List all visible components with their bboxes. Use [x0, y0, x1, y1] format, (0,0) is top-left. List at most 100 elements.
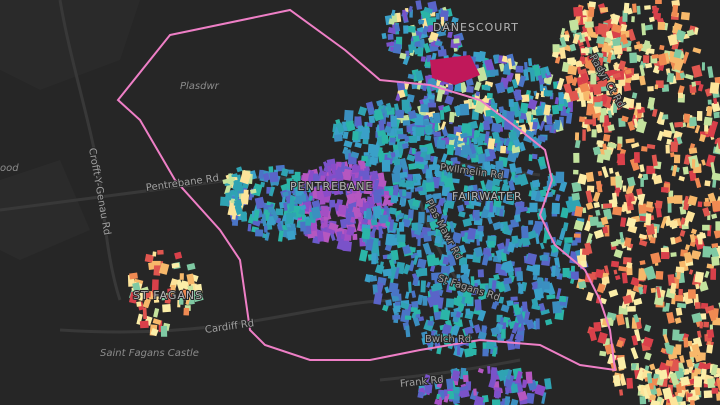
building [473, 138, 478, 145]
building [584, 119, 593, 125]
building [395, 214, 401, 222]
building [504, 375, 515, 389]
building [463, 347, 474, 358]
building [696, 232, 707, 240]
building [703, 321, 710, 328]
building [276, 223, 283, 232]
building [352, 131, 359, 141]
building [351, 174, 355, 185]
building [463, 232, 469, 243]
building [656, 286, 662, 299]
building [289, 195, 295, 207]
building [426, 281, 431, 288]
building [451, 370, 461, 382]
building [499, 208, 504, 217]
building [440, 16, 445, 27]
building [475, 91, 481, 97]
building [663, 333, 670, 345]
building [599, 350, 607, 357]
building [396, 130, 403, 135]
building [569, 43, 577, 52]
building [484, 148, 491, 158]
building [627, 305, 636, 312]
building [651, 154, 658, 167]
building [702, 224, 710, 231]
building [389, 219, 395, 231]
building [386, 207, 391, 217]
building [587, 6, 595, 18]
building [219, 196, 230, 207]
building [345, 120, 356, 132]
building [508, 131, 518, 141]
building [152, 260, 161, 266]
building [310, 206, 322, 220]
building [674, 317, 682, 324]
building [639, 215, 647, 222]
building [411, 148, 416, 155]
buildings [127, 0, 720, 405]
building [586, 185, 595, 193]
building [486, 92, 493, 99]
building [434, 332, 439, 344]
building [647, 96, 656, 110]
building [636, 102, 642, 110]
building [474, 209, 480, 221]
building [707, 192, 717, 204]
building [593, 229, 605, 239]
building [413, 309, 421, 315]
building [500, 145, 507, 154]
building [525, 319, 535, 330]
building [468, 120, 479, 130]
building [675, 29, 686, 42]
building [409, 135, 418, 143]
building [636, 112, 642, 119]
building [253, 209, 260, 222]
building [617, 356, 627, 370]
building [520, 236, 531, 247]
building [397, 81, 406, 91]
building [492, 221, 502, 231]
building [582, 207, 587, 214]
building [596, 70, 602, 77]
building [474, 246, 484, 258]
building [447, 28, 454, 39]
building [659, 289, 666, 298]
building [433, 192, 442, 200]
building [492, 399, 501, 405]
building [604, 102, 612, 109]
building [666, 344, 675, 355]
building [254, 196, 266, 210]
building [535, 318, 540, 330]
building [493, 195, 503, 208]
building [427, 17, 437, 26]
building [601, 276, 610, 285]
building [507, 224, 513, 231]
building [630, 363, 637, 371]
building [454, 146, 462, 156]
building [322, 188, 331, 198]
building [668, 396, 680, 405]
building [372, 179, 380, 192]
building [614, 275, 621, 281]
building [522, 379, 528, 388]
building [632, 3, 637, 13]
building [401, 142, 409, 150]
building [643, 352, 652, 361]
building [427, 320, 434, 327]
building [186, 262, 196, 271]
building [659, 44, 665, 51]
building [403, 25, 409, 34]
building [521, 94, 530, 103]
building [671, 4, 679, 17]
building [366, 208, 372, 220]
building [679, 355, 685, 364]
building [533, 287, 544, 300]
building [618, 265, 628, 272]
building [477, 331, 487, 341]
building [579, 82, 590, 93]
building [442, 104, 451, 113]
building [443, 272, 448, 285]
building [556, 77, 565, 91]
building [644, 24, 654, 31]
building [459, 81, 468, 94]
